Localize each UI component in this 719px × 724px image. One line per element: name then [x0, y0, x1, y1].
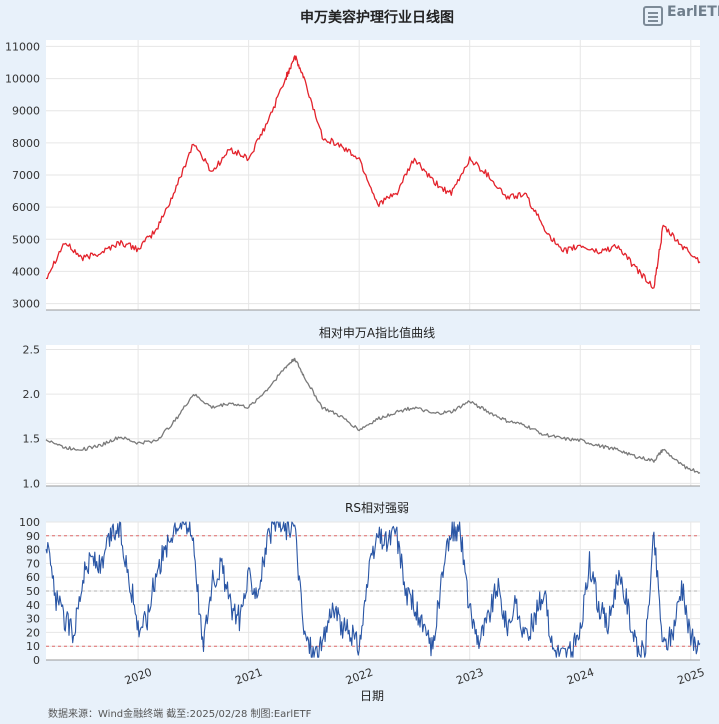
- y-tick-label: 2.5: [23, 343, 41, 356]
- source-note: 数据来源：Wind金融终端 截至:2025/02/28 制图:EarlETF: [48, 709, 312, 720]
- logo-text: EarlETF: [667, 4, 719, 20]
- series-line: [45, 357, 701, 474]
- y-tick-label: 10000: [5, 73, 40, 86]
- x-axis-label: 日期: [360, 689, 384, 703]
- y-tick-label: 100: [19, 516, 40, 529]
- y-tick-label: 50: [26, 585, 40, 598]
- y-tick-label: 1.5: [23, 433, 41, 446]
- x-tick-label: 2023: [455, 666, 486, 688]
- y-tick-label: 10: [26, 640, 40, 653]
- y-tick-label: 1.0: [23, 477, 41, 490]
- plot-area: [46, 345, 700, 486]
- chart-title: RS相对强弱: [345, 501, 409, 515]
- ratio-chart: 相对申万A指比值曲线 1.0 1.5 2.0 2.5: [23, 325, 701, 490]
- series-line: [45, 521, 701, 658]
- y-tick-label: 4000: [12, 265, 40, 278]
- y-tick-label: 2.0: [23, 388, 41, 401]
- chart-title: 相对申万A指比值曲线: [319, 325, 435, 340]
- y-tick-label: 8000: [12, 137, 40, 150]
- y-tick-label: 30: [26, 613, 40, 626]
- x-tick-label: 2021: [233, 666, 264, 688]
- y-tick-label: 90: [26, 530, 40, 543]
- earletf-logo-icon: [643, 6, 663, 26]
- chart-title: 申万美容护理行业日线图: [300, 9, 454, 26]
- x-tick-label: 2024: [565, 666, 596, 688]
- y-tick-label: 60: [26, 571, 40, 584]
- y-tick-label: 20: [26, 626, 40, 639]
- y-tick-label: 5000: [12, 233, 40, 246]
- y-tick-label: 11000: [5, 40, 40, 53]
- y-tick-label: 40: [26, 599, 40, 612]
- price-chart: 申万美容护理行业日线图 3000 4000 5000 6000 7000 8000 9000 1…: [5, 9, 701, 311]
- y-tick-label: 0: [33, 654, 40, 667]
- y-tick-label: 6000: [12, 201, 40, 214]
- y-tick-label: 3000: [12, 298, 40, 311]
- y-tick-label: 70: [26, 557, 40, 570]
- date-x-axis: 2020 2021 2022 2023 2024 2025 日期: [123, 666, 706, 703]
- y-tick-label: 7000: [12, 169, 40, 182]
- y-tick-label: 9000: [12, 105, 40, 118]
- x-tick-label: 2025: [676, 666, 707, 688]
- series-line: [45, 55, 701, 289]
- x-tick-label: 2022: [344, 666, 375, 688]
- x-tick-label: 2020: [123, 666, 154, 688]
- y-tick-label: 80: [26, 544, 40, 557]
- brand-logo: EarlETF: [641, 4, 719, 32]
